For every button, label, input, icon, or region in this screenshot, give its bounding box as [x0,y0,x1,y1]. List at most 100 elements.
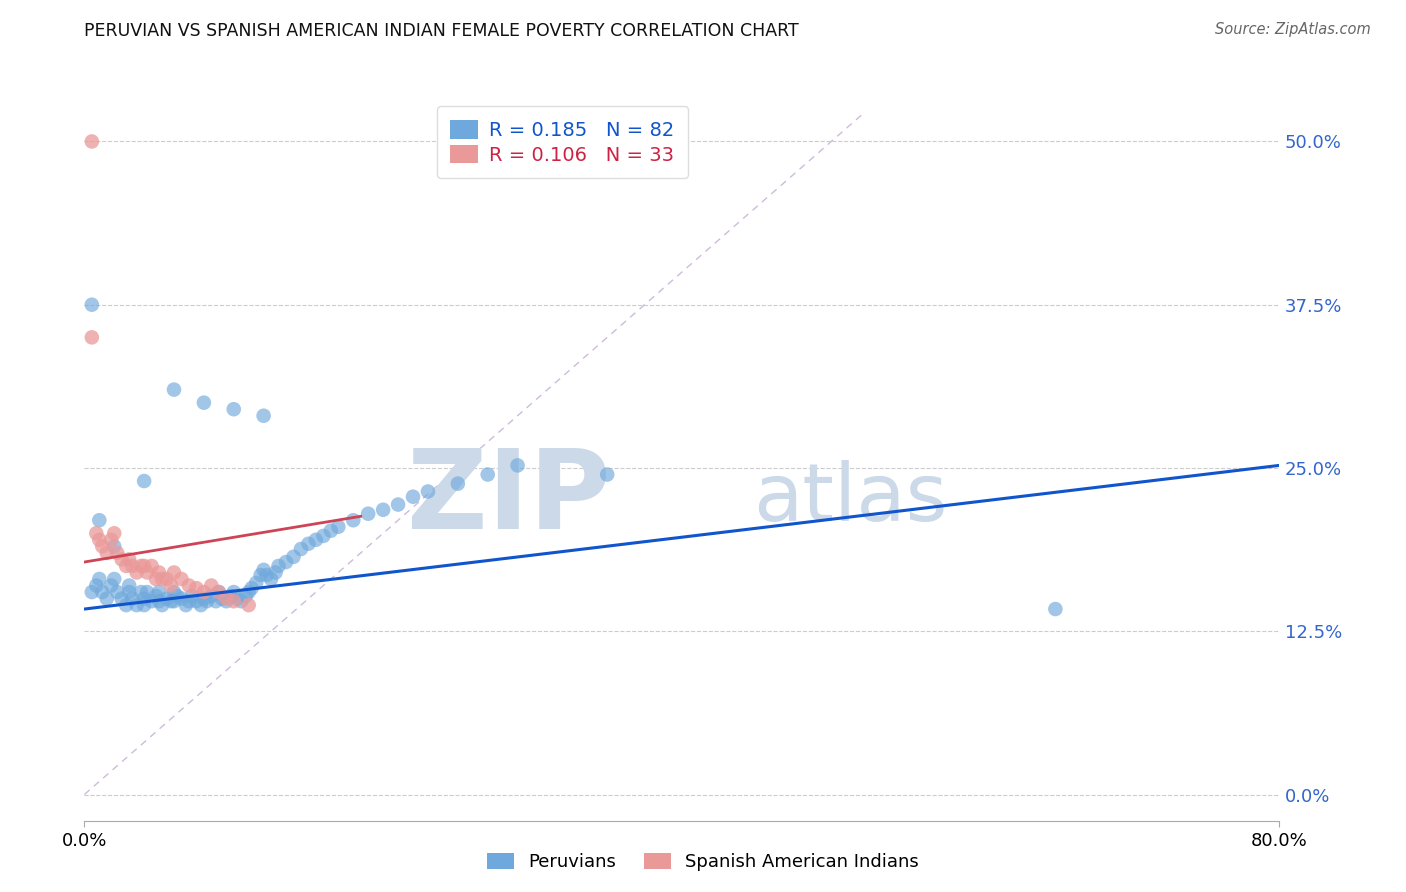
Point [132,598,156,612]
Point [86,526,108,541]
Point [215,591,238,606]
Point [447,476,470,491]
Point [249,568,271,582]
Point [100,533,122,547]
Point [160,594,183,608]
Point [111,552,134,566]
Point [402,490,425,504]
Point [86,578,108,592]
Point [238,598,260,612]
Point [253,563,276,577]
Point [115,558,138,573]
Point [150,572,173,586]
Point [80,585,103,599]
Point [205,594,228,608]
Point [89,533,111,547]
Point [215,594,238,608]
Point [163,585,186,599]
Point [132,591,156,606]
Point [186,581,208,595]
Point [96,591,118,606]
Point [121,591,143,606]
Point [148,594,170,608]
Point [222,594,245,608]
Point [222,585,245,599]
Point [141,594,163,608]
Point [297,537,319,551]
Point [91,585,114,599]
Text: atlas: atlas [754,459,948,538]
Point [148,585,170,599]
Point [477,467,499,482]
Point [115,598,138,612]
Point [328,520,350,534]
Point [121,558,143,573]
Point [506,458,529,473]
Point [319,524,342,538]
Point [357,507,380,521]
Point [105,546,128,560]
Point [111,591,134,606]
Text: ZIP: ZIP [406,445,610,552]
Point [103,539,125,553]
Point [163,594,186,608]
Point [180,589,204,603]
Point [387,498,409,512]
Point [211,591,233,606]
Point [160,578,183,592]
Point [136,585,159,599]
Point [103,572,125,586]
Point [132,558,156,573]
Point [190,598,212,612]
Point [200,589,222,603]
Point [290,541,312,556]
Point [283,549,305,564]
Point [235,589,257,603]
Legend: R = 0.185   N = 82, R = 0.106   N = 33: R = 0.185 N = 82, R = 0.106 N = 33 [437,106,688,178]
Point [129,585,152,599]
Point [145,589,167,603]
Point [91,539,114,553]
Point [208,585,231,599]
Text: Source: ZipAtlas.com: Source: ZipAtlas.com [1215,22,1371,37]
Text: PERUVIAN VS SPANISH AMERICAN INDIAN FEMALE POVERTY CORRELATION CHART: PERUVIAN VS SPANISH AMERICAN INDIAN FEMA… [84,22,799,40]
Point [118,552,141,566]
Point [264,566,287,580]
Point [148,566,170,580]
Point [186,594,208,608]
Point [193,591,215,606]
Point [125,566,148,580]
Point [253,409,276,423]
Point [193,395,215,409]
Point [118,585,141,599]
Point [80,135,103,149]
Point [222,402,245,417]
Point [96,546,118,560]
Point [312,529,335,543]
Point [163,383,186,397]
Point [166,589,188,603]
Point [100,578,122,592]
Point [129,558,152,573]
Point [240,581,263,595]
Point [141,558,163,573]
Point [260,572,283,586]
Point [238,585,260,599]
Legend: Peruvians, Spanish American Indians: Peruvians, Spanish American Indians [479,846,927,879]
Point [170,572,193,586]
Point [219,589,242,603]
Point [245,576,267,591]
Point [103,526,125,541]
Point [274,555,297,569]
Point [267,558,290,573]
Point [174,598,197,612]
Point [89,513,111,527]
Point [136,566,159,580]
Point [163,566,186,580]
Point [208,585,231,599]
Point [256,568,278,582]
Point [193,585,215,599]
Point [125,598,148,612]
Point [596,467,619,482]
Point [177,578,200,592]
